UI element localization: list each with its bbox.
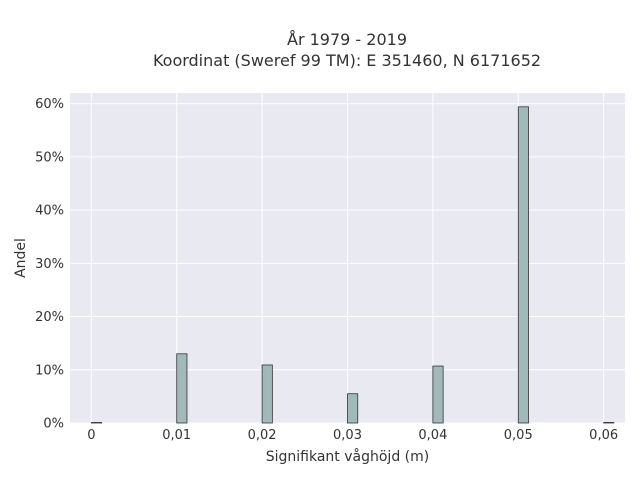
x-tick-label: 0,02 bbox=[248, 428, 277, 443]
histogram-bar bbox=[517, 106, 529, 424]
x-tick-label: 0 bbox=[87, 428, 95, 443]
histogram-bar bbox=[261, 364, 273, 424]
x-tick-label: 0,01 bbox=[162, 428, 191, 443]
y-tick-label: 20% bbox=[35, 310, 64, 325]
y-tick-labels: 0% 10% 20% 30% 40% 50% 60% bbox=[35, 97, 64, 431]
x-axis-label: Signifikant våghöjd (m) bbox=[266, 448, 429, 465]
y-tick-label: 10% bbox=[35, 363, 64, 378]
title-line-2: Koordinat (Sweref 99 TM): E 351460, N 61… bbox=[153, 51, 541, 70]
y-tick-label: 30% bbox=[35, 257, 64, 272]
y-tick-label: 0% bbox=[43, 417, 64, 432]
x-tick-label: 0,06 bbox=[589, 428, 618, 443]
histogram-bar bbox=[176, 353, 188, 424]
bars bbox=[90, 106, 615, 424]
y-axis-label: Andel bbox=[13, 238, 29, 278]
x-tick-labels: 0 0,01 0,02 0,03 0,04 0,05 0,06 bbox=[87, 428, 618, 443]
y-tick-label: 60% bbox=[35, 97, 64, 112]
histogram-bar bbox=[347, 393, 359, 424]
y-tick-label: 40% bbox=[35, 204, 64, 219]
y-tick-label: 50% bbox=[35, 150, 64, 165]
x-tick-label: 0,05 bbox=[504, 428, 533, 443]
x-tick-label: 0,03 bbox=[333, 428, 362, 443]
title-line-1: År 1979 - 2019 bbox=[287, 30, 407, 49]
chart-title: År 1979 - 2019 Koordinat (Sweref 99 TM):… bbox=[153, 30, 541, 70]
histogram-bar bbox=[90, 422, 102, 424]
x-tick-label: 0,04 bbox=[418, 428, 447, 443]
histogram-bar bbox=[603, 422, 615, 424]
histogram-bar bbox=[432, 365, 444, 424]
